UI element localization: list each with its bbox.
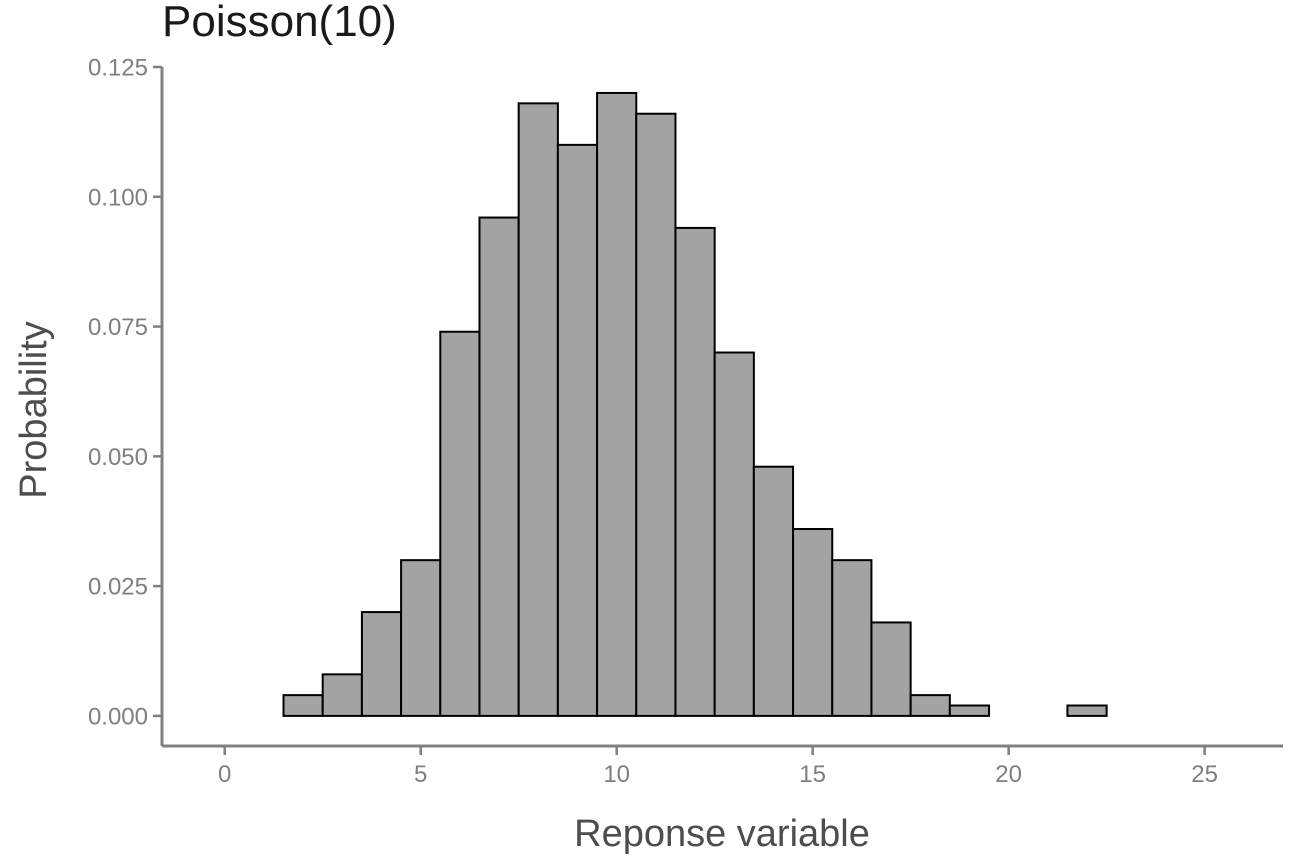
bar-x-12 [674, 226, 716, 717]
bars-group [282, 91, 1108, 717]
axes-group [160, 67, 1283, 748]
bar-x-7 [478, 216, 520, 717]
y-axis-label: Probability [13, 321, 55, 498]
bar-x-6 [439, 330, 481, 717]
bar-x-11 [635, 112, 677, 717]
bar-x-15 [792, 528, 834, 717]
x-tick-label: 15 [799, 761, 826, 788]
bar-x-8 [517, 102, 559, 717]
bar-x-17 [870, 621, 912, 717]
bar-x-3 [321, 673, 363, 717]
bar-x-9 [556, 143, 599, 717]
bar-x-19 [948, 704, 991, 717]
x-tick-label: 0 [218, 761, 231, 788]
y-tick-label: 0.050 [88, 444, 148, 471]
y-tick-label: 0.075 [88, 314, 148, 341]
chart-title: Poisson(10) [162, 0, 397, 46]
bar-x-13 [713, 351, 755, 717]
y-tick-label: 0.125 [88, 55, 148, 82]
y-ticks-group: 0.000 0.025 0.050 0.075 0.100 0.125 [88, 55, 162, 730]
bar-x-5 [400, 559, 442, 717]
bar-x-14 [752, 465, 795, 717]
x-axis-label: Reponse variable [574, 813, 870, 855]
bar-x-2 [282, 694, 324, 717]
bar-x-18 [909, 694, 951, 717]
y-tick-label: 0.100 [88, 184, 148, 211]
y-tick-label: 0.000 [88, 703, 148, 730]
x-ticks-group: 0 5 10 15 20 25 [218, 746, 1218, 788]
bar-x-4 [360, 611, 403, 717]
x-tick-label: 10 [603, 761, 630, 788]
x-tick-label: 25 [1191, 761, 1218, 788]
y-tick-label: 0.025 [88, 574, 148, 601]
bar-x-10 [596, 91, 638, 717]
bar-x-16 [831, 559, 873, 717]
x-tick-label: 20 [995, 761, 1022, 788]
x-tick-label: 5 [414, 761, 427, 788]
bar-x-22 [1066, 704, 1108, 717]
